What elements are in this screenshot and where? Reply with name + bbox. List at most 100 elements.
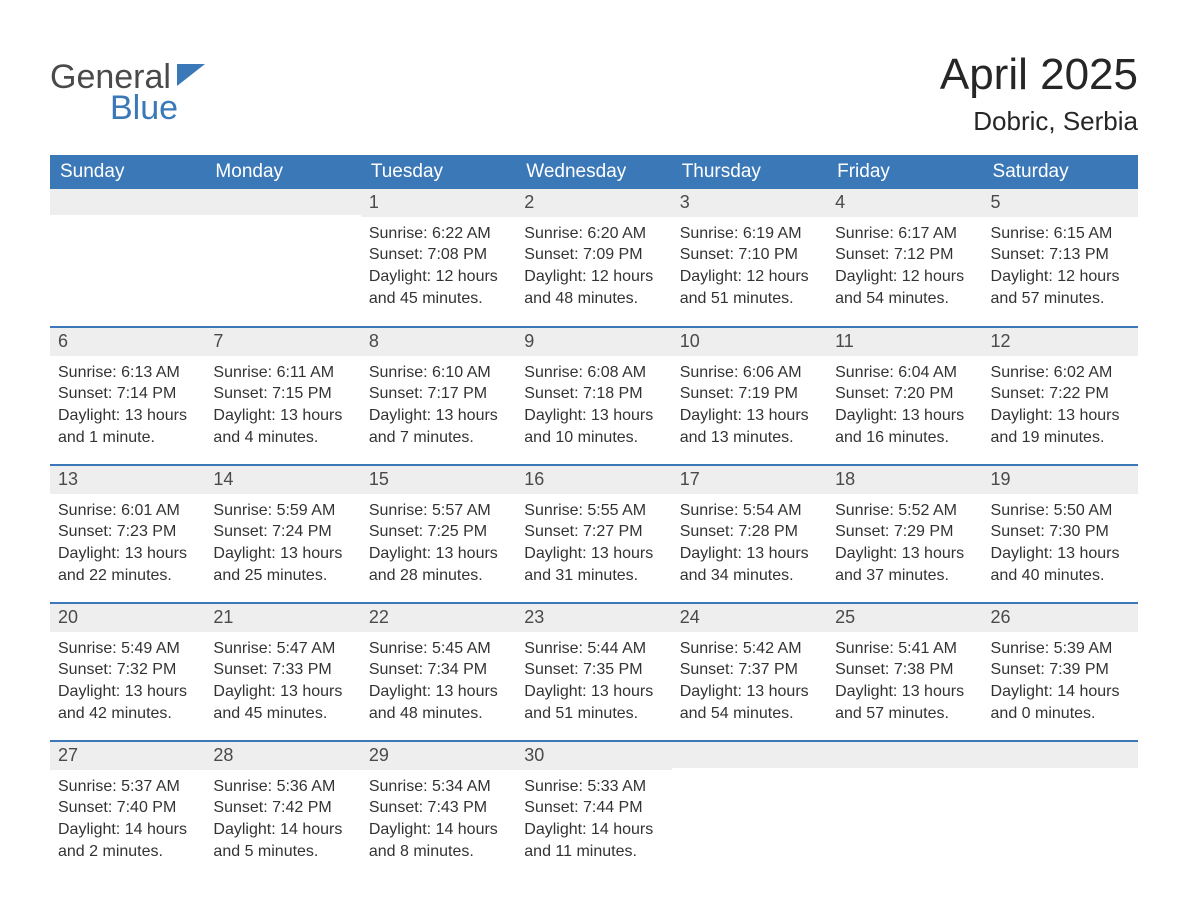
sunset-text: Sunset: 7:20 PM bbox=[835, 383, 974, 405]
daylight-text: Daylight: 13 hours and 54 minutes. bbox=[680, 681, 819, 724]
calendar-day-cell: 17Sunrise: 5:54 AMSunset: 7:28 PMDayligh… bbox=[672, 465, 827, 603]
weekday-header: Sunday bbox=[50, 155, 205, 189]
day-number: 14 bbox=[205, 466, 360, 494]
sunset-text: Sunset: 7:35 PM bbox=[524, 659, 663, 681]
sunset-text: Sunset: 7:12 PM bbox=[835, 244, 974, 266]
sunrise-text: Sunrise: 5:33 AM bbox=[524, 776, 663, 798]
sunrise-text: Sunrise: 5:34 AM bbox=[369, 776, 508, 798]
calendar-day-cell: 14 Sunrise: 5:59 AMSunset: 7:24 PMDayligh… bbox=[205, 465, 360, 603]
daylight-text: Daylight: 14 hours and 0 minutes. bbox=[991, 681, 1130, 724]
calendar-day-cell: 4Sunrise: 6:17 AMSunset: 7:12 PMDaylight… bbox=[827, 189, 982, 327]
sunrise-text: Sunrise: 6:17 AM bbox=[835, 223, 974, 245]
sunset-text: Sunset: 7:24 PM bbox=[213, 521, 352, 543]
daylight-text: Daylight: 13 hours and 4 minutes. bbox=[213, 405, 352, 448]
weekday-header: Tuesday bbox=[361, 155, 516, 189]
month-title: April 2025 bbox=[940, 50, 1138, 100]
calendar-day-cell: 13Sunrise: 6:01 AMSunset: 7:23 PMDayligh… bbox=[50, 465, 205, 603]
sunset-text: Sunset: 7:09 PM bbox=[524, 244, 663, 266]
day-number: 22 bbox=[361, 604, 516, 632]
day-number: 19 bbox=[983, 466, 1138, 494]
calendar-day-cell bbox=[50, 189, 205, 327]
sunrise-text: Sunrise: 6:04 AM bbox=[835, 362, 974, 384]
weekday-header: Friday bbox=[827, 155, 982, 189]
calendar-day-cell: 25Sunrise: 5:41 AMSunset: 7:38 PMDayligh… bbox=[827, 603, 982, 741]
calendar-day-cell: 30Sunrise: 5:33 AMSunset: 7:44 PMDayligh… bbox=[516, 741, 671, 879]
sunset-text: Sunset: 7:44 PM bbox=[524, 797, 663, 819]
sunrise-text: Sunrise: 5:47 AM bbox=[213, 638, 352, 660]
day-details: Sunrise: 5:42 AMSunset: 7:37 PMDaylight:… bbox=[672, 632, 827, 728]
sunset-text: Sunset: 7:18 PM bbox=[524, 383, 663, 405]
day-number: 16 bbox=[516, 466, 671, 494]
sunset-text: Sunset: 7:29 PM bbox=[835, 521, 974, 543]
daylight-text: Daylight: 13 hours and 16 minutes. bbox=[835, 405, 974, 448]
day-number: 25 bbox=[827, 604, 982, 632]
title-block: April 2025 Dobric, Serbia bbox=[940, 50, 1138, 137]
calendar-day-cell: 2Sunrise: 6:20 AMSunset: 7:09 PMDaylight… bbox=[516, 189, 671, 327]
daylight-text: Daylight: 13 hours and 40 minutes. bbox=[991, 543, 1130, 586]
daylight-text: Daylight: 13 hours and 19 minutes. bbox=[991, 405, 1130, 448]
sunrise-text: Sunrise: 5:42 AM bbox=[680, 638, 819, 660]
sunrise-text: Sunrise: 6:06 AM bbox=[680, 362, 819, 384]
day-details: Sunrise: 6:11 AMSunset: 7:15 PMDaylight:… bbox=[205, 356, 360, 452]
day-number: 7 bbox=[205, 328, 360, 356]
day-details: Sunrise: 5:54 AMSunset: 7:28 PMDaylight:… bbox=[672, 494, 827, 590]
day-details: Sunrise: 5:50 AMSunset: 7:30 PMDaylight:… bbox=[983, 494, 1138, 590]
day-number bbox=[205, 189, 360, 215]
sunset-text: Sunset: 7:27 PM bbox=[524, 521, 663, 543]
day-details: Sunrise: 5:36 AMSunset: 7:42 PMDaylight:… bbox=[205, 770, 360, 866]
day-details: Sunrise: 5:55 AMSunset: 7:27 PMDaylight:… bbox=[516, 494, 671, 590]
daylight-text: Daylight: 14 hours and 2 minutes. bbox=[58, 819, 197, 862]
calendar-week-row: 6Sunrise: 6:13 AMSunset: 7:14 PMDaylight… bbox=[50, 327, 1138, 465]
sunrise-text: Sunrise: 6:20 AM bbox=[524, 223, 663, 245]
day-number bbox=[672, 742, 827, 768]
day-number: 11 bbox=[827, 328, 982, 356]
sunset-text: Sunset: 7:42 PM bbox=[213, 797, 352, 819]
day-number: 29 bbox=[361, 742, 516, 770]
day-details: Sunrise: 6:13 AMSunset: 7:14 PMDaylight:… bbox=[50, 356, 205, 452]
day-number: 17 bbox=[672, 466, 827, 494]
calendar-day-cell: 20Sunrise: 5:49 AMSunset: 7:32 PMDayligh… bbox=[50, 603, 205, 741]
day-details: Sunrise: 6:22 AMSunset: 7:08 PMDaylight:… bbox=[361, 217, 516, 313]
daylight-text: Daylight: 13 hours and 25 minutes. bbox=[213, 543, 352, 586]
daylight-text: Daylight: 13 hours and 10 minutes. bbox=[524, 405, 663, 448]
sunset-text: Sunset: 7:08 PM bbox=[369, 244, 508, 266]
day-number: 5 bbox=[983, 189, 1138, 217]
calendar-body: 1Sunrise: 6:22 AMSunset: 7:08 PMDaylight… bbox=[50, 189, 1138, 879]
calendar-day-cell bbox=[827, 741, 982, 879]
calendar-day-cell: 6Sunrise: 6:13 AMSunset: 7:14 PMDaylight… bbox=[50, 327, 205, 465]
daylight-text: Daylight: 13 hours and 1 minute. bbox=[58, 405, 197, 448]
calendar-day-cell bbox=[983, 741, 1138, 879]
day-details: Sunrise: 5:41 AMSunset: 7:38 PMDaylight:… bbox=[827, 632, 982, 728]
day-details: Sunrise: 6:04 AMSunset: 7:20 PMDaylight:… bbox=[827, 356, 982, 452]
sunset-text: Sunset: 7:28 PM bbox=[680, 521, 819, 543]
day-details: Sunrise: 5:57 AMSunset: 7:25 PMDaylight:… bbox=[361, 494, 516, 590]
sunrise-text: Sunrise: 6:08 AM bbox=[524, 362, 663, 384]
daylight-text: Daylight: 13 hours and 45 minutes. bbox=[213, 681, 352, 724]
sunset-text: Sunset: 7:40 PM bbox=[58, 797, 197, 819]
sunrise-text: Sunrise: 5:49 AM bbox=[58, 638, 197, 660]
calendar-day-cell: 24Sunrise: 5:42 AMSunset: 7:37 PMDayligh… bbox=[672, 603, 827, 741]
calendar-day-cell: 5Sunrise: 6:15 AMSunset: 7:13 PMDaylight… bbox=[983, 189, 1138, 327]
sunset-text: Sunset: 7:33 PM bbox=[213, 659, 352, 681]
calendar-day-cell: 10Sunrise: 6:06 AMSunset: 7:19 PMDayligh… bbox=[672, 327, 827, 465]
sunrise-text: Sunrise: 5:37 AM bbox=[58, 776, 197, 798]
calendar-day-cell bbox=[205, 189, 360, 327]
page-header: General Blue April 2025 Dobric, Serbia bbox=[50, 50, 1138, 137]
sunset-text: Sunset: 7:34 PM bbox=[369, 659, 508, 681]
sunrise-text: Sunrise: 5:55 AM bbox=[524, 500, 663, 522]
sunrise-text: Sunrise: 5:59 AM bbox=[213, 500, 352, 522]
calendar-week-row: 20Sunrise: 5:49 AMSunset: 7:32 PMDayligh… bbox=[50, 603, 1138, 741]
day-number: 26 bbox=[983, 604, 1138, 632]
day-number: 12 bbox=[983, 328, 1138, 356]
day-number: 18 bbox=[827, 466, 982, 494]
daylight-text: Daylight: 12 hours and 51 minutes. bbox=[680, 266, 819, 309]
sunrise-text: Sunrise: 5:52 AM bbox=[835, 500, 974, 522]
day-details: Sunrise: 6:15 AMSunset: 7:13 PMDaylight:… bbox=[983, 217, 1138, 313]
sunrise-text: Sunrise: 5:45 AM bbox=[369, 638, 508, 660]
sunset-text: Sunset: 7:19 PM bbox=[680, 383, 819, 405]
calendar-day-cell: 15Sunrise: 5:57 AMSunset: 7:25 PMDayligh… bbox=[361, 465, 516, 603]
sunrise-text: Sunrise: 6:19 AM bbox=[680, 223, 819, 245]
sunset-text: Sunset: 7:43 PM bbox=[369, 797, 508, 819]
calendar-day-cell: 21Sunrise: 5:47 AMSunset: 7:33 PMDayligh… bbox=[205, 603, 360, 741]
day-details: Sunrise: 6:19 AMSunset: 7:10 PMDaylight:… bbox=[672, 217, 827, 313]
